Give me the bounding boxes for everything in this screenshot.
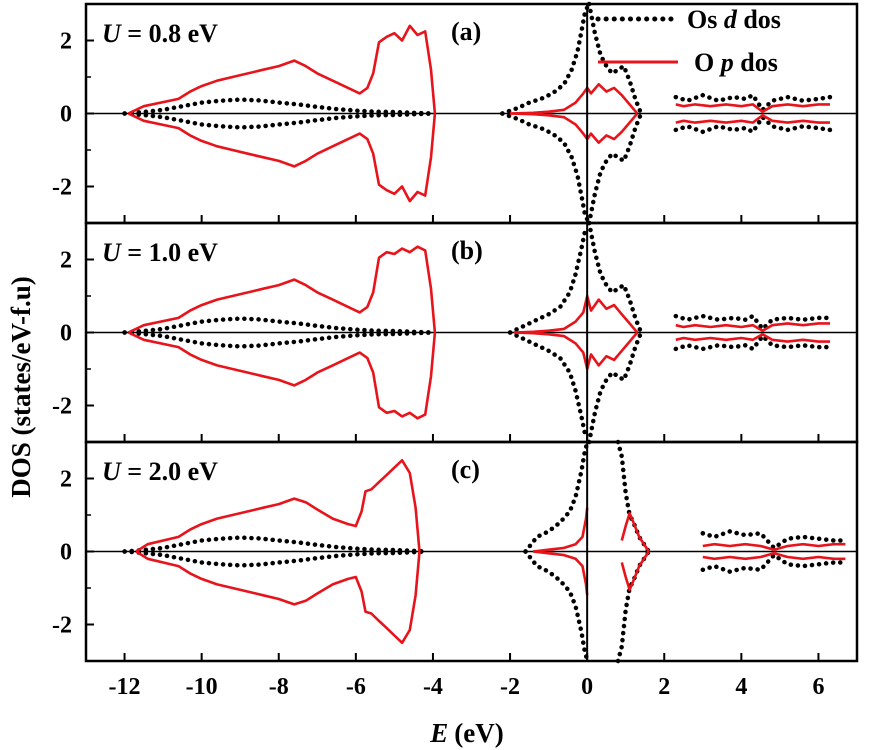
os-d-band-2-down	[507, 330, 590, 441]
y-tick-label: 2	[60, 467, 72, 493]
os-d-band-1-up	[122, 97, 436, 116]
legend-os-d-prefix: Os	[687, 5, 724, 34]
os-d-band-2-down	[523, 549, 590, 662]
panel-tag: (c)	[451, 455, 480, 484]
y-tick-label: 2	[60, 29, 72, 55]
o-p-band-1-down	[135, 550, 421, 645]
x-tick-label: 2	[658, 674, 670, 700]
u-symbol: U	[102, 457, 122, 486]
os-d-band-4-down	[673, 332, 833, 352]
os-d-band-4-down	[700, 552, 848, 574]
o-p-band-2-down	[510, 112, 639, 144]
y-tick-label: -2	[52, 613, 72, 639]
x-tick-label: -12	[109, 674, 141, 700]
o-p-band-4-down	[702, 552, 846, 561]
os-d-band-3-down	[586, 1, 644, 116]
os-d-band-3-down	[586, 220, 644, 335]
os-d-band-4-up	[673, 313, 833, 333]
legend-o-p-symbol: p	[719, 48, 734, 77]
x-tick-label: -8	[269, 674, 289, 700]
legend-o-p-suffix: dos	[734, 48, 778, 77]
o-p-band-3-down	[675, 333, 830, 343]
panels-layer	[86, 1, 857, 664]
panel-2	[86, 220, 857, 445]
os-d-band-2-up	[500, 5, 590, 116]
os-d-band-1-up	[122, 535, 428, 554]
o-p-band-2-down	[533, 550, 589, 596]
panel-tag: (a)	[451, 17, 481, 46]
x-tick-label: -10	[186, 674, 218, 700]
o-p-band-2-up	[533, 507, 589, 553]
os-d-band-4-up	[673, 92, 833, 114]
panel-3	[86, 439, 857, 664]
y-axis-label: DOS (states/eV-f.u)	[6, 276, 36, 497]
panel-u-label: U = 2.0 eV	[102, 457, 218, 486]
x-tick-label: 4	[735, 674, 747, 700]
o-p-band-2-down	[513, 331, 639, 371]
os-d-band-2-up	[523, 441, 590, 554]
o-p-band-3-up	[675, 103, 830, 113]
x-axis-symbol: E	[429, 718, 448, 748]
os-d-band-3-up	[586, 111, 644, 226]
legend-label-o-p: O p dos	[694, 48, 778, 77]
legend-os-d-suffix: dos	[737, 5, 781, 34]
y-tick-label: 2	[60, 248, 72, 274]
os-d-band-4-down	[673, 113, 833, 135]
x-axis-label: E (eV)	[429, 718, 503, 748]
o-p-band-1-down	[127, 112, 437, 203]
x-tick-label: -6	[346, 674, 366, 700]
panel-u-label: U = 0.8 eV	[102, 19, 218, 48]
y-tick-label: 0	[60, 102, 72, 128]
o-p-band-1-up	[127, 245, 437, 334]
legend-o-p-prefix: O	[694, 48, 721, 77]
u-value: = 1.0 eV	[121, 238, 218, 267]
o-p-band-2-up	[510, 83, 639, 115]
panel-1	[86, 1, 857, 226]
x-tick-label: -4	[423, 674, 443, 700]
os-d-band-2-down	[500, 111, 590, 222]
u-symbol: U	[102, 19, 122, 48]
o-p-band-1-up	[127, 24, 437, 115]
o-p-band-2-up	[513, 294, 639, 334]
u-value: = 2.0 eV	[121, 457, 218, 486]
x-axis-unit: (eV)	[454, 718, 503, 748]
os-d-band-1-up	[122, 316, 436, 335]
o-p-band-4-up	[702, 542, 846, 551]
os-d-band-1-down	[122, 111, 436, 130]
o-p-band-1-down	[127, 331, 437, 420]
o-p-band-3-down	[620, 550, 650, 592]
legend: Os d dos O p dos	[595, 5, 781, 77]
os-d-band-3-up	[586, 330, 644, 445]
panel-tag: (b)	[451, 236, 483, 265]
u-value: = 0.8 eV	[121, 19, 218, 48]
legend-os-d-symbol: d	[724, 5, 738, 34]
axes-layer: -2 0 2 U = 0.8 eV (a) -2 0 2 U = 1.0 eV (b) -2 0 2 U …	[52, 2, 859, 700]
y-tick-label: 0	[60, 321, 72, 347]
y-tick-label: 0	[60, 540, 72, 566]
x-tick-label: 6	[812, 674, 824, 700]
o-p-band-3-up	[675, 322, 830, 332]
o-p-band-3-up	[620, 511, 650, 553]
u-symbol: U	[102, 238, 122, 267]
x-tick-label: 0	[581, 674, 593, 700]
o-p-band-3-down	[675, 114, 830, 124]
os-d-band-1-down	[122, 330, 436, 349]
panel-u-label: U = 1.0 eV	[102, 238, 218, 267]
y-tick-label: -2	[52, 394, 72, 420]
os-d-band-1-down	[122, 549, 428, 568]
os-d-band-2-up	[507, 224, 590, 335]
legend-label-os-d: Os d dos	[687, 5, 781, 34]
os-d-band-4-up	[700, 529, 848, 551]
x-tick-label: -2	[500, 674, 520, 700]
y-tick-label: -2	[52, 175, 72, 201]
o-p-band-1-up	[135, 459, 421, 553]
